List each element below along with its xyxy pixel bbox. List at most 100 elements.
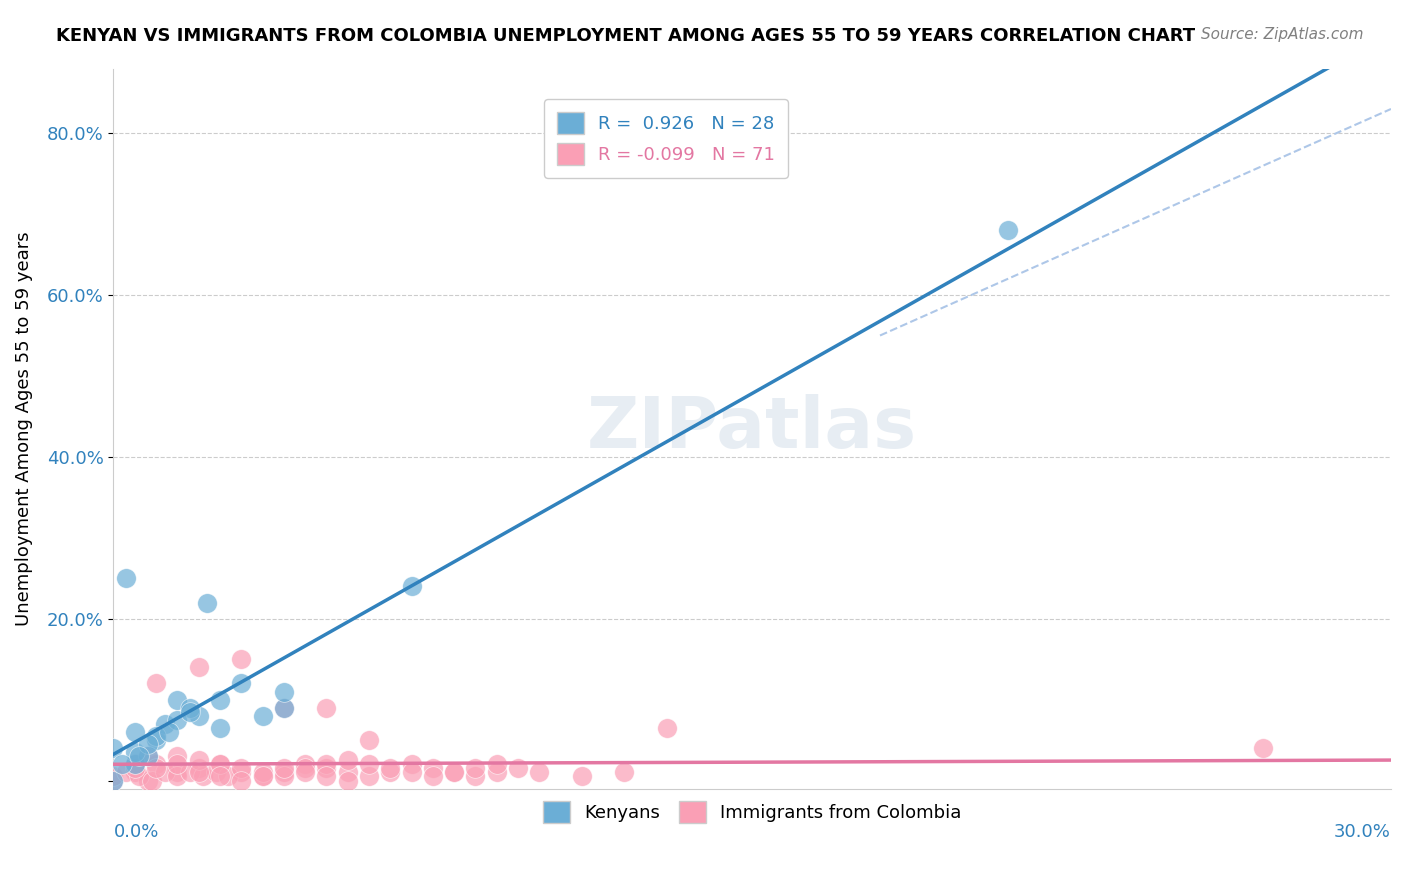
Point: [464, 761, 486, 775]
Point: [166, 692, 188, 706]
Point: [315, 769, 337, 783]
Point: [124, 761, 146, 775]
Point: [485, 757, 508, 772]
Y-axis label: Unemployment Among Ages 55 to 59 years: Unemployment Among Ages 55 to 59 years: [15, 231, 32, 626]
Point: [273, 761, 295, 775]
Point: [294, 757, 316, 772]
Point: [231, 761, 253, 775]
Point: [141, 773, 163, 788]
Point: [231, 765, 253, 780]
Point: [380, 761, 402, 775]
Point: [179, 705, 201, 719]
Point: [145, 757, 167, 772]
Point: [336, 765, 359, 780]
Point: [166, 749, 188, 764]
Point: [208, 757, 231, 772]
Point: [136, 773, 159, 788]
Point: [153, 717, 176, 731]
Point: [124, 745, 146, 759]
Point: [401, 757, 423, 772]
Point: [655, 721, 678, 735]
Point: [136, 749, 159, 764]
Point: [997, 223, 1019, 237]
Point: [136, 749, 159, 764]
Point: [252, 708, 274, 723]
Point: [166, 765, 188, 780]
Point: [145, 729, 167, 743]
Point: [103, 773, 125, 788]
Point: [252, 769, 274, 783]
Point: [103, 741, 125, 756]
Point: [422, 769, 444, 783]
Text: KENYAN VS IMMIGRANTS FROM COLOMBIA UNEMPLOYMENT AMONG AGES 55 TO 59 YEARS CORREL: KENYAN VS IMMIGRANTS FROM COLOMBIA UNEMP…: [56, 27, 1195, 45]
Point: [294, 761, 316, 775]
Point: [422, 761, 444, 775]
Point: [124, 765, 146, 780]
Point: [357, 769, 380, 783]
Point: [115, 571, 138, 585]
Point: [208, 769, 231, 783]
Point: [506, 761, 529, 775]
Point: [166, 757, 188, 772]
Point: [187, 765, 209, 780]
Point: [124, 725, 146, 739]
Point: [187, 753, 209, 767]
Point: [128, 769, 150, 783]
Point: [252, 765, 274, 780]
Point: [231, 652, 253, 666]
Point: [529, 765, 551, 780]
Point: [208, 721, 231, 735]
Point: [111, 757, 134, 772]
Point: [128, 749, 150, 764]
Point: [380, 765, 402, 780]
Point: [157, 725, 180, 739]
Point: [179, 765, 201, 780]
Point: [187, 761, 209, 775]
Point: [166, 713, 188, 727]
Text: ZIPatlas: ZIPatlas: [588, 394, 917, 463]
Point: [187, 660, 209, 674]
Legend: Kenyans, Immigrants from Colombia: Kenyans, Immigrants from Colombia: [536, 794, 969, 830]
Point: [613, 765, 636, 780]
Point: [136, 737, 159, 751]
Point: [231, 773, 253, 788]
Point: [179, 700, 201, 714]
Point: [191, 769, 214, 783]
Point: [336, 773, 359, 788]
Text: Source: ZipAtlas.com: Source: ZipAtlas.com: [1201, 27, 1364, 42]
Point: [1251, 741, 1274, 756]
Point: [204, 765, 226, 780]
Point: [115, 765, 138, 780]
Point: [571, 769, 593, 783]
Point: [103, 773, 125, 788]
Point: [357, 733, 380, 747]
Point: [217, 769, 239, 783]
Point: [187, 708, 209, 723]
Point: [145, 733, 167, 747]
Point: [103, 769, 125, 783]
Point: [443, 765, 465, 780]
Point: [336, 753, 359, 767]
Point: [195, 595, 218, 609]
Point: [166, 769, 188, 783]
Point: [273, 700, 295, 714]
Point: [464, 769, 486, 783]
Point: [231, 676, 253, 690]
Point: [401, 765, 423, 780]
Point: [124, 757, 146, 772]
Point: [357, 757, 380, 772]
Point: [315, 761, 337, 775]
Point: [273, 684, 295, 698]
Point: [315, 700, 337, 714]
Point: [401, 579, 423, 593]
Point: [153, 765, 176, 780]
Point: [273, 765, 295, 780]
Point: [208, 692, 231, 706]
Point: [273, 700, 295, 714]
Point: [485, 765, 508, 780]
Text: 30.0%: 30.0%: [1334, 823, 1391, 841]
Point: [315, 757, 337, 772]
Point: [443, 765, 465, 780]
Point: [294, 765, 316, 780]
Point: [124, 757, 146, 772]
